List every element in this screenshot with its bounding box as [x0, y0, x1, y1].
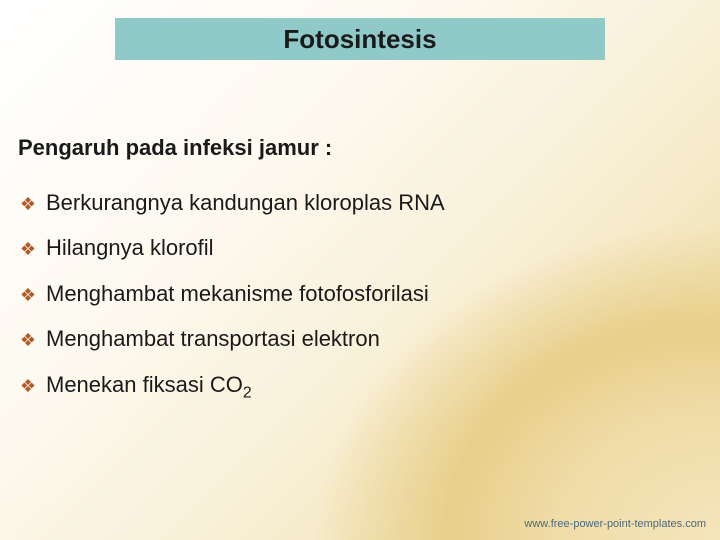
diamond-bullet-icon: ❖ — [18, 240, 38, 258]
bullet-text: Menghambat mekanisme fotofosforilasi — [46, 281, 429, 307]
diamond-bullet-icon: ❖ — [18, 286, 38, 304]
bullet-text: Menghambat transportasi elektron — [46, 326, 380, 352]
slide-title: Fotosintesis — [283, 24, 436, 55]
footer-link: www.free-power-point-templates.com — [524, 518, 706, 530]
bullet-text: Menekan fiksasi CO2 — [46, 372, 252, 402]
bullet-list: ❖ Berkurangnya kandungan kloroplas RNA ❖ Hi… — [18, 190, 690, 421]
bullet-item: ❖ Berkurangnya kandungan kloroplas RNA — [18, 190, 690, 216]
bullet-text: Hilangnya klorofil — [46, 235, 214, 261]
bullet-item: ❖ Menekan fiksasi CO2 — [18, 372, 690, 402]
bullet-text: Berkurangnya kandungan kloroplas RNA — [46, 190, 445, 216]
diamond-bullet-icon: ❖ — [18, 331, 38, 349]
bullet-item: ❖ Hilangnya klorofil — [18, 235, 690, 261]
diamond-bullet-icon: ❖ — [18, 377, 38, 395]
diamond-bullet-icon: ❖ — [18, 195, 38, 213]
slide-subtitle: Pengaruh pada infeksi jamur : — [18, 135, 332, 161]
title-bar: Fotosintesis — [115, 18, 605, 60]
bullet-item: ❖ Menghambat transportasi elektron — [18, 326, 690, 352]
subscript: 2 — [243, 384, 252, 401]
bullet-item: ❖ Menghambat mekanisme fotofosforilasi — [18, 281, 690, 307]
